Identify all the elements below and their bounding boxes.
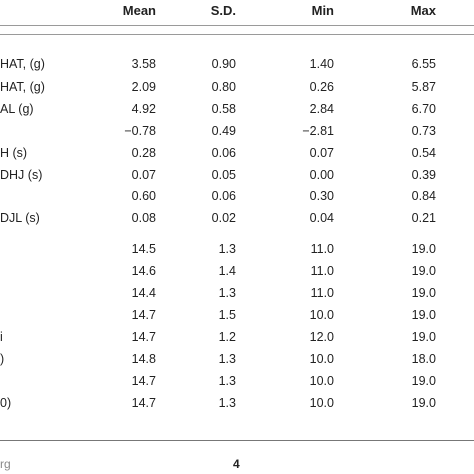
cell-sd: 1.3 (218, 396, 236, 410)
cell-mean: 0.28 (131, 146, 156, 160)
page-number: 4 (233, 457, 240, 471)
cell-max: 6.70 (411, 102, 436, 116)
cell-max: 0.39 (411, 168, 436, 182)
cell-min: 11.0 (310, 242, 334, 256)
cell-sd: 1.3 (218, 286, 236, 300)
cell-mean: 14.4 (131, 286, 156, 300)
cell-max: 19.0 (411, 286, 436, 300)
table-row: HAT, (g) 3.58 0.90 1.40 6.55 (0, 57, 474, 77)
row-label: 0) (0, 396, 12, 410)
cell-mean: 4.92 (131, 102, 156, 116)
row-label: DJL (s) (0, 211, 40, 225)
cell-sd: 0.06 (211, 189, 236, 203)
cell-max: 19.0 (411, 264, 436, 278)
cell-min: 10.0 (309, 352, 334, 366)
cell-sd: 0.06 (211, 146, 236, 160)
cell-mean: 14.7 (131, 308, 156, 322)
table-row: 14.7 1.3 10.0 19.0 (0, 374, 474, 394)
cell-min: 0.30 (309, 189, 334, 203)
cell-max: 19.0 (411, 330, 436, 344)
cell-sd: 0.02 (211, 211, 236, 225)
row-label: AL (g) (0, 102, 34, 116)
cell-sd: 1.3 (218, 374, 236, 388)
cell-mean: 14.8 (131, 352, 156, 366)
cell-sd: 0.05 (211, 168, 236, 182)
cell-mean: 14.5 (131, 242, 156, 256)
row-label: i (0, 330, 3, 344)
row-label: DHJ (s) (0, 168, 43, 182)
cell-max: 0.73 (411, 124, 436, 138)
cell-min: 1.40 (309, 57, 334, 71)
cell-max: 0.54 (411, 146, 436, 160)
cell-min: 10.0 (309, 374, 334, 388)
table-row: H (s) 0.28 0.06 0.07 0.54 (0, 146, 474, 166)
cell-mean: 14.7 (131, 374, 156, 388)
cell-mean: −0.78 (124, 124, 156, 138)
cell-min: 0.26 (309, 80, 334, 94)
cell-min: 11.0 (310, 264, 334, 278)
cell-min: 0.07 (309, 146, 334, 160)
cell-mean: 14.6 (131, 264, 156, 278)
cell-sd: 1.4 (218, 264, 236, 278)
cell-max: 5.87 (411, 80, 436, 94)
cell-sd: 0.58 (211, 102, 236, 116)
table-row: 14.4 1.3 11.0 19.0 (0, 286, 474, 306)
cell-mean: 0.08 (131, 211, 156, 225)
table-row: DJL (s) 0.08 0.02 0.04 0.21 (0, 211, 474, 231)
cell-max: 19.0 (411, 308, 436, 322)
cell-mean: 0.60 (131, 189, 156, 203)
cell-max: 0.21 (411, 211, 436, 225)
cell-min: 11.0 (310, 286, 334, 300)
cell-min: −2.81 (302, 124, 334, 138)
table-row: 14.6 1.4 11.0 19.0 (0, 264, 474, 284)
table-row: −0.78 0.49 −2.81 0.73 (0, 124, 474, 144)
table-row: AL (g) 4.92 0.58 2.84 6.70 (0, 102, 474, 122)
cell-mean: 3.58 (131, 57, 156, 71)
cell-max: 0.84 (411, 189, 436, 203)
cell-min: 10.0 (309, 308, 334, 322)
cell-sd: 0.80 (211, 80, 236, 94)
cell-min: 0.00 (309, 168, 334, 182)
table-row: 14.7 1.5 10.0 19.0 (0, 308, 474, 328)
cell-mean: 2.09 (131, 80, 156, 94)
cell-mean: 14.7 (131, 330, 156, 344)
cell-min: 2.84 (309, 102, 334, 116)
cell-sd: 1.5 (218, 308, 236, 322)
cell-sd: 1.2 (218, 330, 236, 344)
cell-min: 0.04 (309, 211, 334, 225)
table-top-rule (0, 25, 474, 26)
table-row: 14.5 1.3 11.0 19.0 (0, 242, 474, 262)
footer-url-fragment: rg (0, 457, 11, 471)
table-row: DHJ (s) 0.07 0.05 0.00 0.39 (0, 168, 474, 188)
cell-min: 10.0 (309, 396, 334, 410)
header-max: Max (410, 3, 436, 18)
cell-mean: 14.7 (131, 396, 156, 410)
header-min: Min (311, 3, 334, 18)
row-label: H (s) (0, 146, 28, 160)
cell-sd: 0.90 (211, 57, 236, 71)
cell-max: 19.0 (411, 242, 436, 256)
cell-max: 19.0 (411, 396, 436, 410)
cell-sd: 1.3 (218, 352, 236, 366)
cell-max: 18.0 (411, 352, 436, 366)
row-label: HAT, (g) (0, 80, 45, 94)
table-row: HAT, (g) 2.09 0.80 0.26 5.87 (0, 80, 474, 100)
cell-sd: 0.49 (211, 124, 236, 138)
cell-max: 19.0 (411, 374, 436, 388)
table-row: ) 14.8 1.3 10.0 18.0 (0, 352, 474, 372)
table-bottom-rule (0, 440, 474, 441)
table-row: 0.60 0.06 0.30 0.84 (0, 189, 474, 209)
header-mean: Mean (122, 3, 156, 18)
table-header-rule (0, 34, 474, 35)
cell-max: 6.55 (411, 57, 436, 71)
cell-mean: 0.07 (131, 168, 156, 182)
table-row: i 14.7 1.2 12.0 19.0 (0, 330, 474, 350)
cell-sd: 1.3 (218, 242, 236, 256)
row-label: ) (0, 352, 5, 366)
cell-min: 12.0 (309, 330, 334, 344)
table-row: 0) 14.7 1.3 10.0 19.0 (0, 396, 474, 416)
row-label: HAT, (g) (0, 57, 45, 71)
header-sd: S.D. (210, 3, 236, 18)
